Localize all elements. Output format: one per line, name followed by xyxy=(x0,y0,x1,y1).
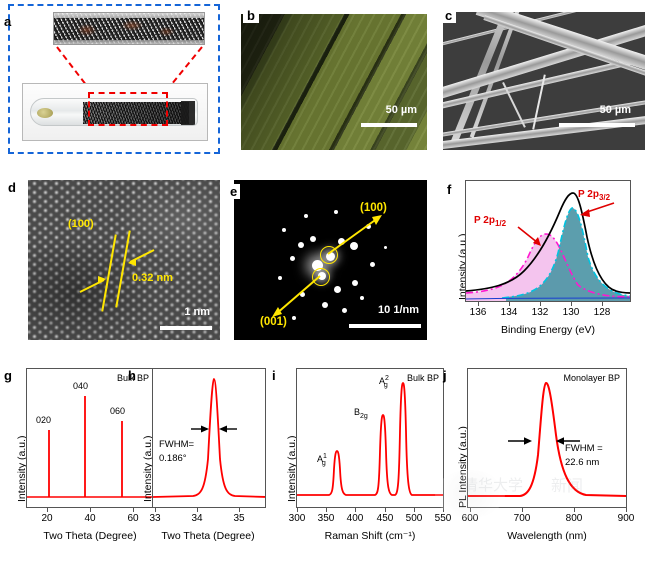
panel-i-plot-area: Bulk BP A1g B2g A2g xyxy=(296,368,444,508)
panel-f-xtick-130: 130 xyxy=(562,307,580,318)
xrd-peak-label-060: 060 xyxy=(110,406,126,416)
panel-c-sem-image: c 50 µm xyxy=(437,4,645,150)
panel-h-label: h xyxy=(128,368,136,383)
saed-label-001: (001) xyxy=(260,316,287,328)
panel-b-scalebar-text: 50 µm xyxy=(385,104,417,116)
panel-f-xtick-136: 136 xyxy=(469,307,487,318)
optical-micrograph-image xyxy=(241,14,427,150)
panel-e-scalebar xyxy=(349,324,421,328)
panel-i-xtick-500: 500 xyxy=(405,513,423,524)
panel-j-plot-area: Monolayer BP FWHM = 22.6 nm xyxy=(467,368,627,508)
panel-g-label: g xyxy=(4,368,12,383)
xps-label-p2p32: P 2p3/2 xyxy=(578,189,611,202)
panel-i-xtick-450: 450 xyxy=(376,513,394,524)
panel-j-fwhm-line1: FWHM = xyxy=(565,443,603,454)
raman-label-ag1: A1g xyxy=(317,453,327,467)
panel-j-fwhm-line2: 22.6 nm xyxy=(565,457,600,468)
xps-curves xyxy=(466,192,630,301)
xrd-peaks xyxy=(27,396,153,498)
raman-label-b2g: B2g xyxy=(354,407,368,420)
panel-f-xtick-128: 128 xyxy=(593,307,611,318)
panel-i-label: i xyxy=(272,368,276,383)
panel-c-scalebar-text: 50 µm xyxy=(599,104,631,116)
panel-e-label: e xyxy=(227,184,241,199)
panel-h-xlabel: Two Theta (Degree) xyxy=(161,530,255,542)
panel-a-leader-lines xyxy=(56,46,203,91)
panel-j-xlabel: Wavelength (nm) xyxy=(507,530,587,542)
lattice-plane-label: (100) xyxy=(68,218,94,230)
rocking-curve xyxy=(153,378,265,498)
panel-c-label: c xyxy=(441,8,457,23)
xps-label-p2p12: P 2p1/2 xyxy=(474,215,507,228)
panel-d-scalebar xyxy=(160,326,212,330)
diffraction-spot-circle-001 xyxy=(312,268,330,286)
panel-h-fwhm-line1: FWHM= xyxy=(159,439,195,450)
panel-i-xtick-400: 400 xyxy=(346,513,364,524)
inset-highlight-top xyxy=(54,13,204,18)
panel-h-plot-area: FWHM= 0.186° xyxy=(152,368,266,508)
panel-j-xtick-900: 900 xyxy=(617,513,635,524)
panel-e-saed: (100) (001) 10 1/nm e xyxy=(227,172,427,340)
lattice-spacing-label: 0.32 nm xyxy=(132,272,173,284)
panel-g-xtick-40: 40 xyxy=(84,513,96,524)
panel-j-xtick-800: 800 xyxy=(565,513,583,524)
panel-h-fwhm-line2: 0.186° xyxy=(159,453,187,464)
panel-g-plot-area: Bulk BP 020 040 060 xyxy=(26,368,154,508)
raman-label-ag2: A2g xyxy=(379,375,389,389)
raman-spectrum xyxy=(297,382,443,496)
sem-image xyxy=(443,12,645,150)
panel-h-xtick-34: 34 xyxy=(191,513,203,524)
panel-f-xtick-132: 132 xyxy=(531,307,549,318)
ampoule-sealed-end xyxy=(181,101,195,125)
xrd-peak-label-040: 040 xyxy=(73,381,89,391)
panel-c-scalebar xyxy=(559,123,635,127)
panel-b-scalebar xyxy=(361,123,417,127)
panel-i-xtick-300: 300 xyxy=(288,513,306,524)
bp-crystals xyxy=(83,102,189,124)
saed-pattern-image: (100) (001) 10 1/nm xyxy=(234,180,427,340)
panel-f-xlabel: Binding Energy (eV) xyxy=(501,324,595,336)
panel-d-hrtem: d (100) 0.32 nm 1 nm xyxy=(8,172,220,340)
panel-j-xtick-700: 700 xyxy=(513,513,531,524)
panel-a-label: a xyxy=(4,14,12,29)
panel-j-xtick-600: 600 xyxy=(461,513,479,524)
panel-i-xtick-550: 550 xyxy=(434,513,452,524)
panel-e-scalebar-text: 10 1/nm xyxy=(378,304,419,316)
panel-g-xrd: g Intensity (a.u.) Bulk BP 020 040 060 2… xyxy=(2,362,162,572)
panel-g-xlabel: Two Theta (Degree) xyxy=(43,530,137,542)
panel-d-arrows xyxy=(79,249,155,293)
panel-h-xtick-35: 35 xyxy=(233,513,245,524)
panel-j-label: j xyxy=(443,368,447,383)
panel-g-title: Bulk BP xyxy=(116,373,149,383)
panel-j-photoluminescence: j PL Intensity (a.u.) 清华大学 新闻 Monolayer … xyxy=(435,362,648,572)
hrtem-image: (100) 0.32 nm 1 nm xyxy=(28,180,220,340)
pl-spectrum xyxy=(468,381,626,497)
saed-label-100: (100) xyxy=(360,202,387,214)
panel-j-title: Monolayer BP xyxy=(563,373,620,383)
xrd-peak-label-020: 020 xyxy=(36,415,52,425)
panel-b-optical-micrograph: b 50 µm xyxy=(227,4,427,150)
panel-f-label: f xyxy=(447,182,452,197)
panel-f-xtick-134: 134 xyxy=(500,307,518,318)
ampoule-inset-photo xyxy=(53,12,205,45)
panel-f-xps-spectrum: f Intensity (a.u.) P 2p3/2 P 2p1/2 xyxy=(437,172,645,352)
panel-i-xtick-350: 350 xyxy=(317,513,335,524)
panel-g-xtick-60: 60 xyxy=(127,513,139,524)
panel-a-photograph: a xyxy=(4,4,220,154)
panel-i-xlabel: Raman Shift (cm⁻¹) xyxy=(324,530,416,542)
panel-e-direction-arrows xyxy=(272,215,382,317)
panel-f-plot-area: P 2p3/2 P 2p1/2 xyxy=(465,180,631,302)
panel-d-label: d xyxy=(8,180,16,195)
panel-i-title: Bulk BP xyxy=(406,373,439,383)
diffraction-spot-circle-100 xyxy=(320,246,338,264)
panel-i-raman: i Intensity (a.u.) Bulk BP A1g B2g A2g 3… xyxy=(272,362,451,572)
ampoule-seed-tip xyxy=(37,108,53,118)
panel-h-rocking-curve: h Intensity (a.u.) FWHM= 0.186° 33 34 35… xyxy=(128,362,278,572)
panel-g-xtick-20: 20 xyxy=(41,513,53,524)
panel-b-label: b xyxy=(243,8,259,23)
panel-d-scalebar-text: 1 nm xyxy=(184,306,210,318)
roi-highlight-box xyxy=(88,92,168,126)
panel-h-xtick-33: 33 xyxy=(149,513,161,524)
inset-highlight-bottom xyxy=(54,40,204,44)
